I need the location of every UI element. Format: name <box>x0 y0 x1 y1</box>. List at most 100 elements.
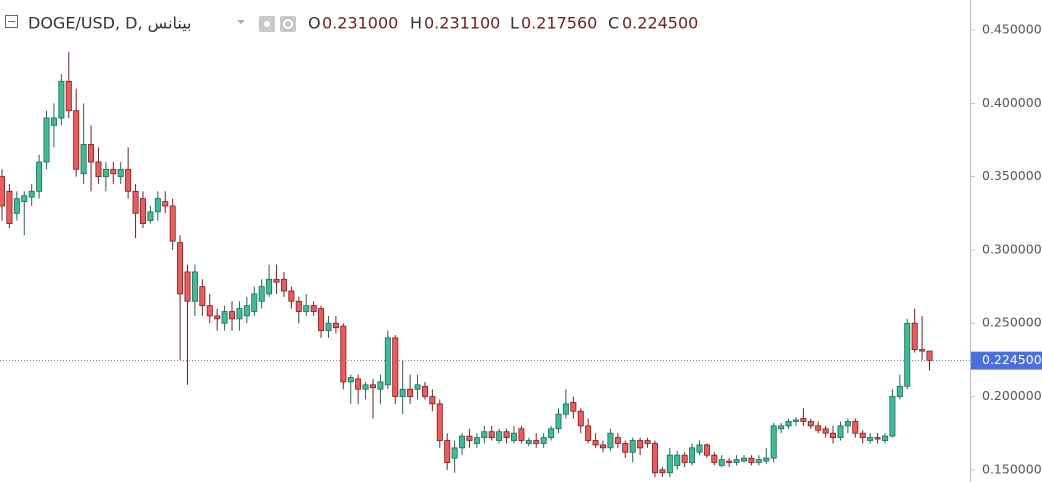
candle-body <box>614 437 621 444</box>
ohlc-value: 0.231100 <box>424 14 500 33</box>
candle-body <box>644 440 651 444</box>
settings-icon-gear <box>283 19 293 29</box>
candle-body <box>332 322 339 329</box>
candle-body <box>548 428 555 438</box>
candle-body <box>525 440 532 444</box>
candle-body <box>837 425 844 438</box>
candle-body <box>243 305 250 317</box>
candle-body <box>21 195 28 202</box>
candle-body <box>822 428 829 434</box>
candle-body <box>362 384 369 390</box>
candle-body <box>830 432 837 438</box>
candle-body <box>117 168 124 178</box>
candle-body <box>377 381 384 390</box>
dropdown-arrow[interactable] <box>237 20 245 24</box>
candle-body <box>607 432 614 449</box>
candle-body <box>889 396 896 437</box>
ohlc-value: 0.231000 <box>322 14 398 33</box>
candle-body <box>681 454 688 463</box>
candle-body <box>280 278 287 292</box>
candle-body <box>429 396 436 405</box>
candle-body <box>674 454 681 466</box>
candle-body <box>503 431 510 438</box>
candle-body <box>659 469 666 474</box>
candle-body <box>65 80 72 112</box>
candle-body <box>703 444 710 456</box>
candle-body <box>540 437 547 444</box>
candle-body <box>592 440 599 446</box>
candle-body <box>399 388 406 397</box>
ohlc-label: C <box>608 14 619 33</box>
candle-body <box>733 459 740 463</box>
candle-body <box>473 437 480 444</box>
candle-body <box>622 443 629 453</box>
ohlc-value: 0.217560 <box>521 14 597 33</box>
candle-body <box>711 454 718 463</box>
candle-body <box>689 447 696 463</box>
candle-body <box>859 432 866 438</box>
candle-body <box>466 435 473 441</box>
candle-body <box>629 440 636 453</box>
candle-body <box>318 308 325 331</box>
candle-body <box>800 418 807 422</box>
candle-body <box>102 168 109 178</box>
candle-body <box>347 377 354 383</box>
candle-body <box>125 168 132 192</box>
candle-body <box>169 205 176 242</box>
candle-body <box>444 440 451 463</box>
candle-body <box>95 161 102 178</box>
candle-body <box>881 435 888 441</box>
candle-body <box>651 443 658 474</box>
candle-body <box>852 421 859 434</box>
ohlc-value: 0.224500 <box>622 14 698 33</box>
last-price-label: 0.224500 <box>982 352 1042 367</box>
candle-body <box>510 432 517 441</box>
candle-body <box>867 437 874 441</box>
candle-body <box>911 322 918 351</box>
candle-body <box>206 305 213 317</box>
candle-body <box>384 337 391 386</box>
candle-body <box>518 428 525 441</box>
candle-body <box>0 176 5 207</box>
candle-body <box>199 286 206 307</box>
candle-body <box>191 271 198 302</box>
candle-body <box>637 440 644 449</box>
candle-body <box>792 419 799 422</box>
candle-body <box>904 322 911 387</box>
candle-body <box>355 378 362 390</box>
candle-body <box>577 410 584 427</box>
candle-body <box>273 278 280 283</box>
candle-body <box>785 421 792 427</box>
candle-body <box>36 161 43 192</box>
candle-body <box>726 460 733 463</box>
y-tick-label: 0.400000 <box>982 95 1042 110</box>
candle-body <box>110 168 117 175</box>
candle-body <box>177 242 184 295</box>
settings-icon[interactable] <box>280 16 296 32</box>
candle-body <box>28 190 35 198</box>
candle-body <box>763 457 770 462</box>
candle-body <box>555 413 562 430</box>
candle-body <box>741 457 748 462</box>
candle-body <box>451 447 458 459</box>
candle-body <box>926 350 933 362</box>
candle-body <box>874 437 881 440</box>
last-price-tag <box>971 351 1042 370</box>
y-tick-label: 0.250000 <box>982 315 1042 330</box>
candle-body <box>496 431 503 441</box>
candle-body <box>184 271 191 302</box>
candle-body <box>58 80 65 119</box>
candle-body <box>139 198 146 224</box>
ohlc-label: H <box>410 14 422 33</box>
candle-body <box>147 211 154 222</box>
candle-body <box>844 421 851 427</box>
candle-body <box>132 190 139 214</box>
candle-body <box>815 425 822 431</box>
y-tick-label: 0.200000 <box>982 388 1042 403</box>
candle-body <box>459 435 466 449</box>
candle-body <box>80 143 87 175</box>
candle-body <box>73 110 80 170</box>
candle-body <box>770 425 777 459</box>
